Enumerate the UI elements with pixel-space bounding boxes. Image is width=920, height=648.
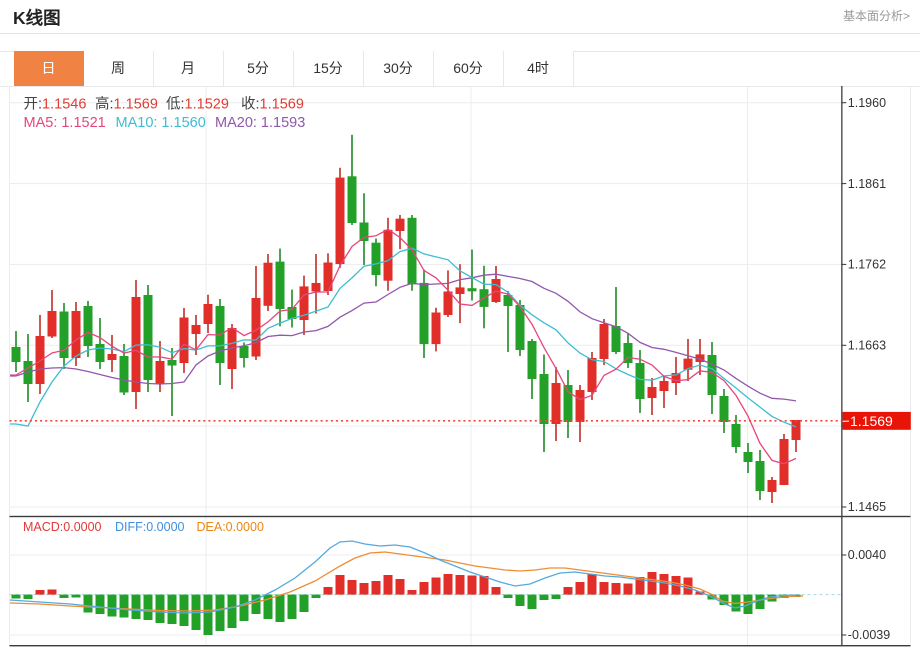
svg-text:DEA:0.0000: DEA:0.0000 [197,520,264,534]
svg-text:-0.0039: -0.0039 [848,628,890,642]
svg-text:DIFF:0.0000: DIFF:0.0000 [115,520,185,534]
svg-text:MA5: 1.1521: MA5: 1.1521 [24,115,106,131]
svg-text:收:1.1569: 收:1.1569 [241,96,304,113]
svg-text:开:1.1546: 开:1.1546 [24,97,87,113]
svg-text:MA10: 1.1560: MA10: 1.1560 [116,115,206,131]
svg-text:1.1861: 1.1861 [848,177,886,191]
svg-text:MA20: 1.1593: MA20: 1.1593 [215,115,305,131]
svg-text:1.1569: 1.1569 [850,413,893,429]
svg-text:高:1.1569: 高:1.1569 [95,96,158,113]
svg-text:MACD:0.0000: MACD:0.0000 [23,520,102,534]
svg-text:1.1960: 1.1960 [848,96,886,110]
svg-text:1.1663: 1.1663 [848,339,886,353]
svg-text:1.1465: 1.1465 [848,500,886,514]
svg-text:1.1762: 1.1762 [848,258,886,272]
svg-text:0.0040: 0.0040 [848,548,886,562]
svg-text:低:1.1529: 低:1.1529 [166,96,229,113]
